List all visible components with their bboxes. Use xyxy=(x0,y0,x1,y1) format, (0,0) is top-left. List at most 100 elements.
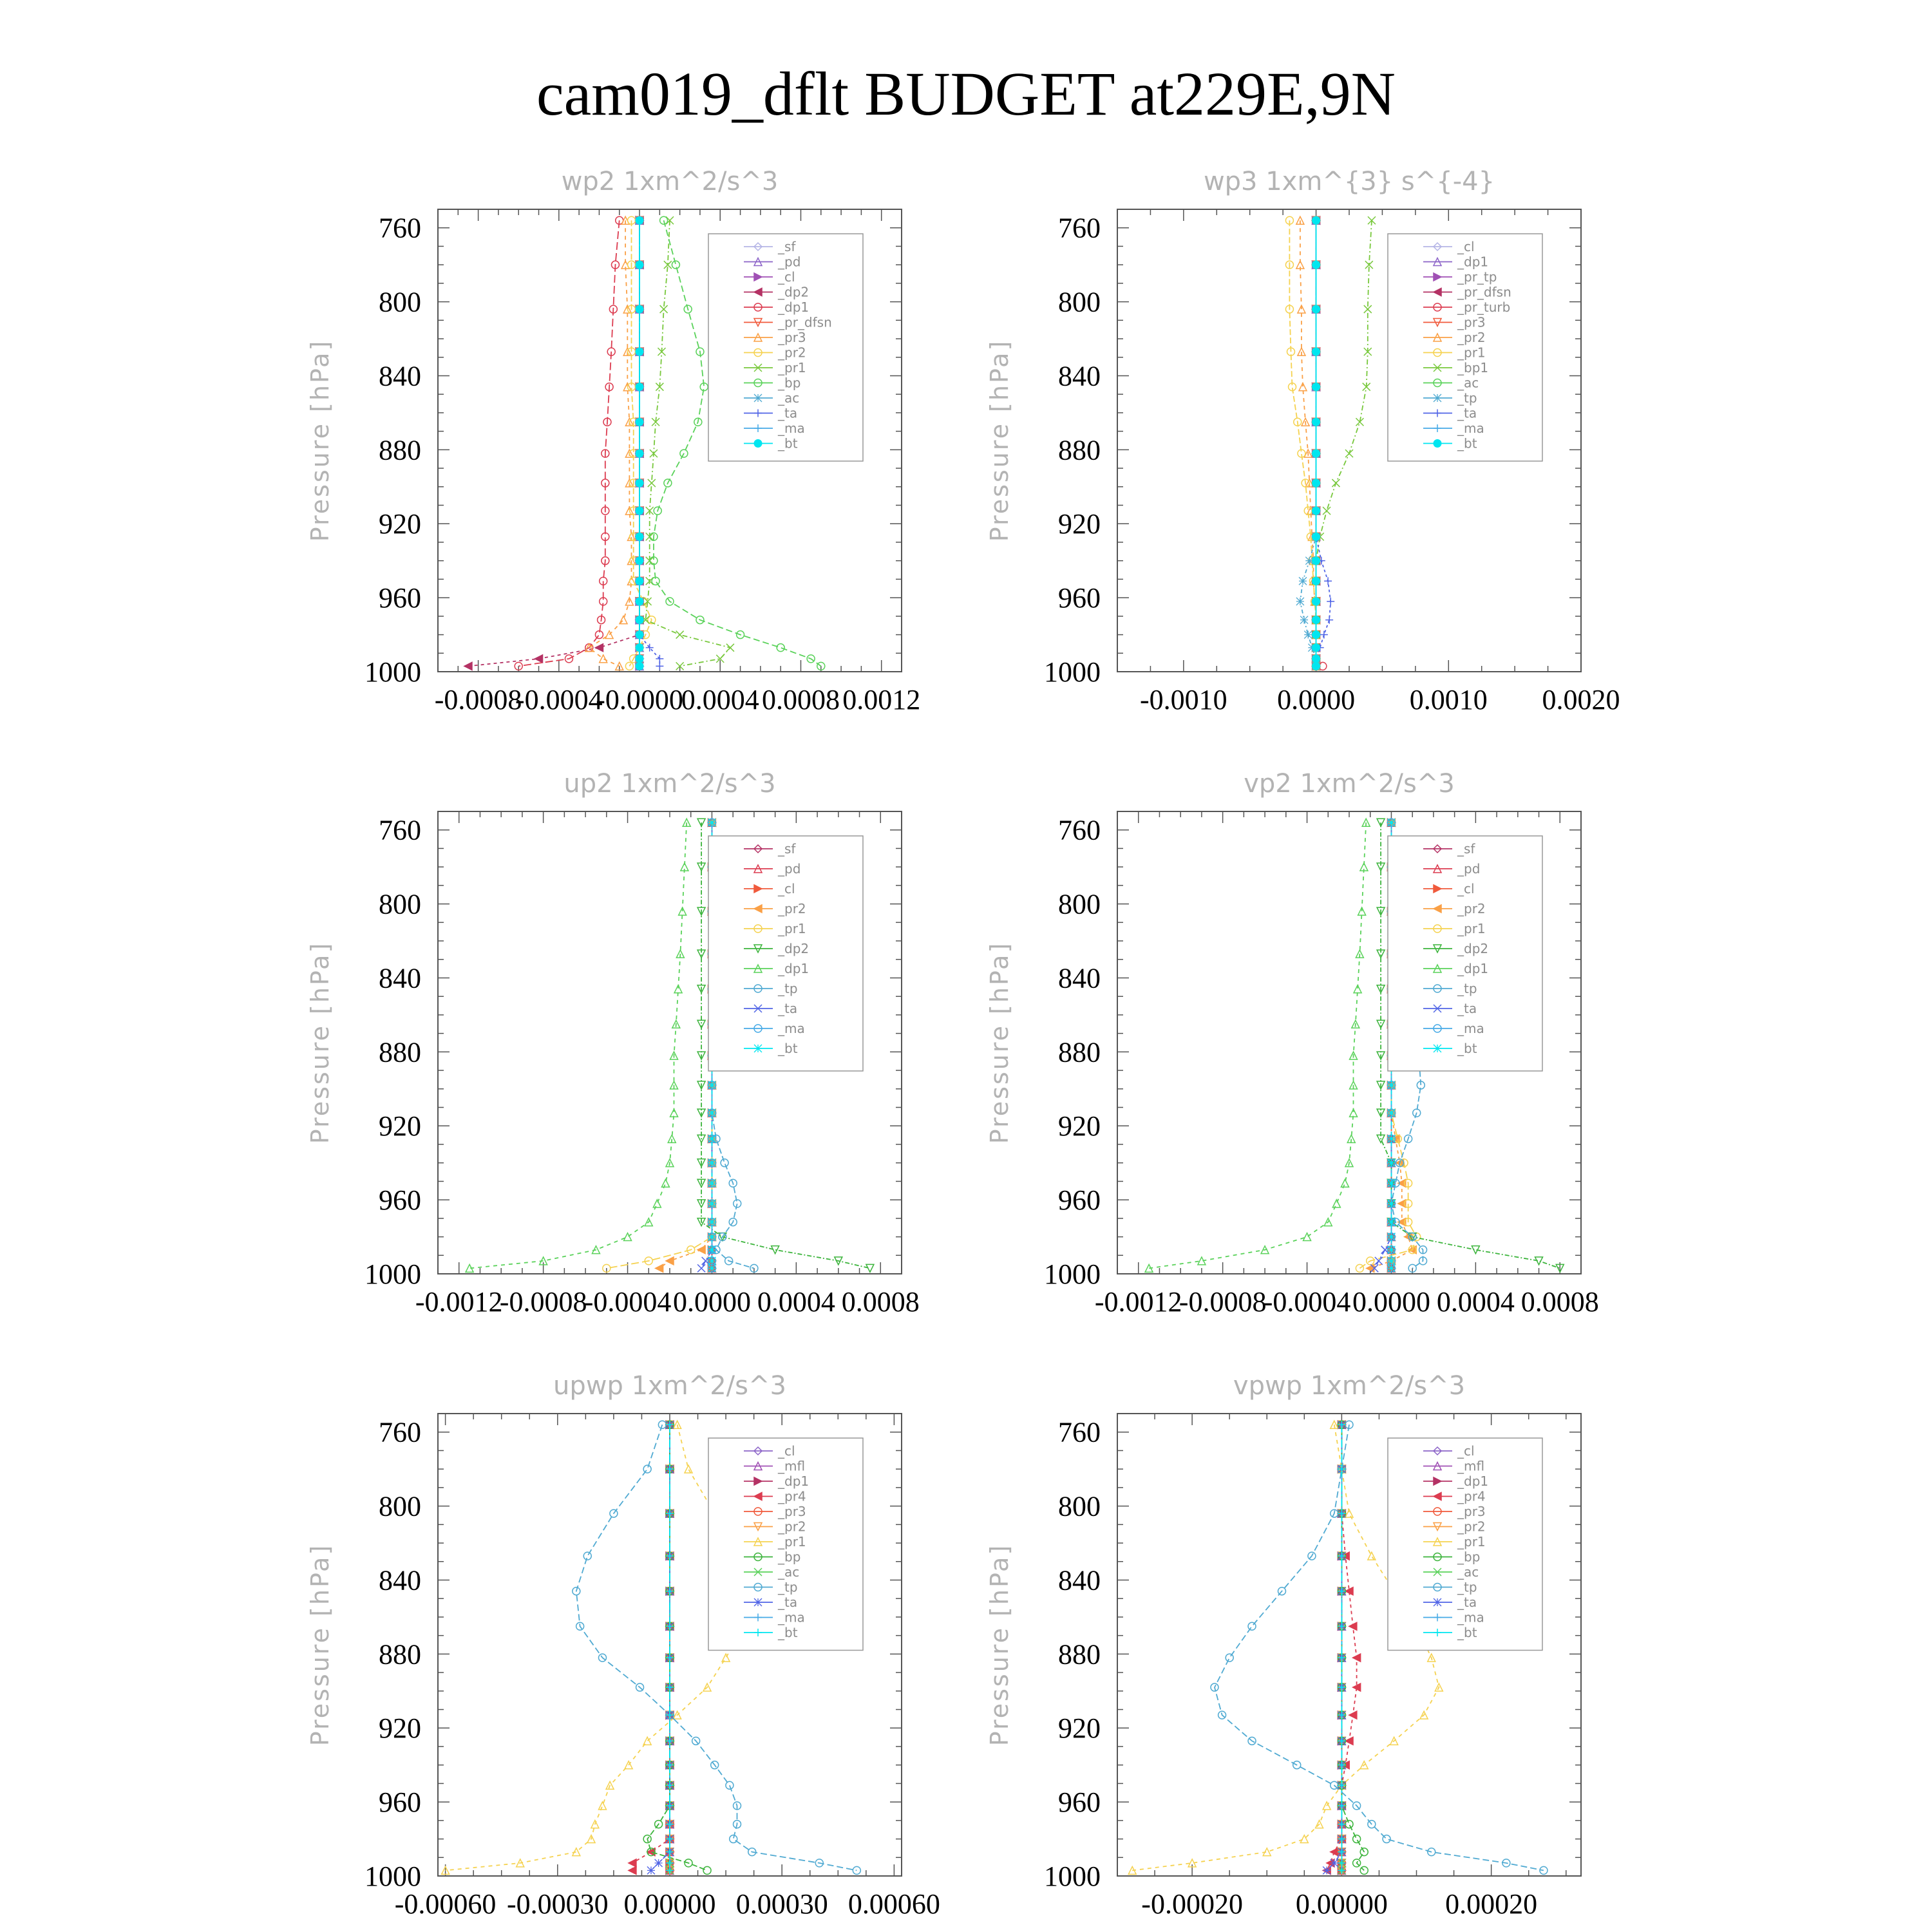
chart-panel-up2: up2 1xm^2/s^3 Pressure [hPa] 760 800 840 880 9… xyxy=(306,769,920,1318)
data-point xyxy=(696,818,706,828)
series-dp1 xyxy=(464,817,692,1273)
data-point xyxy=(659,305,668,314)
data-point xyxy=(1395,1158,1405,1168)
data-point xyxy=(1312,305,1321,314)
data-point xyxy=(1338,1711,1346,1719)
legend-entry: _tp xyxy=(777,981,798,996)
legend-marker xyxy=(753,984,762,993)
data-point xyxy=(702,1682,712,1692)
y-tick-label: 880 xyxy=(379,434,421,466)
legend-entry: _pr1 xyxy=(777,360,806,375)
x-tick-label: 0.0000 xyxy=(1352,1286,1430,1318)
data-point xyxy=(1367,1551,1377,1560)
data-point xyxy=(665,597,674,606)
legend-marker xyxy=(1433,1044,1442,1053)
data-point xyxy=(645,506,654,515)
data-point xyxy=(625,478,634,488)
data-point xyxy=(1534,1256,1544,1266)
data-point xyxy=(1262,1846,1272,1857)
data-point xyxy=(1418,1256,1428,1265)
data-point xyxy=(679,449,688,458)
data-point xyxy=(1408,1245,1417,1255)
x-tick-label: 0.0012 xyxy=(842,684,920,715)
legend-entry: _dp1 xyxy=(777,1473,809,1489)
data-point xyxy=(852,1866,862,1875)
x-tick-label: -0.0008 xyxy=(500,1286,587,1318)
data-point xyxy=(1347,1133,1356,1144)
legend: _sf _pd _cl _pr2 _pr1 _dp2 _dp1 _tp _ta _ma _bt xyxy=(1387,835,1543,1072)
data-point xyxy=(1387,1199,1396,1208)
data-point xyxy=(677,906,687,916)
data-point xyxy=(1338,1859,1346,1867)
x-tick-label: 0.0004 xyxy=(681,684,759,715)
data-point xyxy=(718,1232,727,1242)
data-point xyxy=(1312,597,1321,606)
legend-marker xyxy=(753,1492,762,1501)
y-tick-label: 760 xyxy=(1058,815,1101,846)
x-tick-label: 0.0010 xyxy=(1410,684,1488,715)
x-tick-label: 0.00000 xyxy=(1296,1888,1388,1920)
x-tick-label: -0.0000 xyxy=(596,684,683,715)
data-point xyxy=(1210,1683,1219,1692)
data-point xyxy=(654,1819,663,1829)
y-tick-label: 920 xyxy=(1058,1712,1101,1744)
data-point xyxy=(707,1264,716,1273)
data-point xyxy=(1329,1419,1339,1429)
data-point xyxy=(666,1421,674,1429)
data-point xyxy=(627,1858,637,1868)
data-point xyxy=(707,1218,716,1227)
data-point xyxy=(571,1846,582,1857)
data-point xyxy=(1293,417,1302,427)
data-point xyxy=(635,616,644,625)
data-point xyxy=(1260,1244,1270,1255)
data-point xyxy=(649,556,658,565)
data-point xyxy=(1225,1653,1234,1662)
legend-entry: _tp xyxy=(777,1580,798,1595)
legend-marker xyxy=(1433,363,1442,372)
y-axis-label: Pressure [hPa] xyxy=(985,942,1014,1144)
data-point xyxy=(1361,817,1371,827)
data-point xyxy=(651,417,660,426)
data-point xyxy=(1338,1552,1346,1560)
chart-panel-vp2: vp2 1xm^2/s^3 Pressure [hPa] 760 800 840 880 9… xyxy=(985,769,1599,1318)
legend-entry: _bt xyxy=(777,436,798,451)
x-tick-label: 0.0000 xyxy=(1277,684,1355,715)
legend-marker xyxy=(753,1461,763,1471)
legend-marker xyxy=(1432,1522,1443,1532)
legend-entry: _pr1 xyxy=(777,921,806,936)
y-tick-label: 840 xyxy=(1058,962,1101,994)
legend-marker xyxy=(753,1567,762,1577)
data-point xyxy=(572,1586,581,1596)
legend-marker xyxy=(1434,1629,1441,1636)
data-point xyxy=(1367,216,1376,225)
data-point xyxy=(747,1847,757,1857)
data-point xyxy=(1352,1834,1361,1844)
y-tick-label: 800 xyxy=(1058,889,1101,920)
legend-entry: _pr2 xyxy=(777,1519,806,1535)
data-point xyxy=(666,1848,674,1856)
legend-entry: _cl xyxy=(777,269,795,285)
legend-entry: _pd xyxy=(777,861,800,876)
data-point xyxy=(1349,1080,1358,1090)
data-point xyxy=(750,1264,759,1273)
legend-marker xyxy=(754,1629,762,1636)
data-point xyxy=(1419,1710,1429,1719)
data-point xyxy=(671,1019,681,1029)
legend-entry: _ac xyxy=(1457,375,1479,391)
data-point xyxy=(1344,1586,1354,1596)
data-point xyxy=(833,1256,844,1266)
data-point xyxy=(596,615,606,625)
data-point xyxy=(696,984,706,994)
series-line xyxy=(1289,220,1317,667)
legend-entry: _bp1 xyxy=(1457,360,1488,375)
data-point xyxy=(720,1158,729,1168)
series-line xyxy=(1214,1425,1544,1871)
data-point xyxy=(666,1859,674,1867)
legend-entry: _cl xyxy=(777,1443,795,1459)
data-point xyxy=(1376,907,1386,916)
data-point xyxy=(696,1158,706,1168)
panel-title: upwp 1xm^2/s^3 xyxy=(553,1371,786,1401)
x-tick-label: -0.0008 xyxy=(1179,1286,1267,1318)
series-bp xyxy=(649,216,826,671)
data-point xyxy=(735,630,745,639)
